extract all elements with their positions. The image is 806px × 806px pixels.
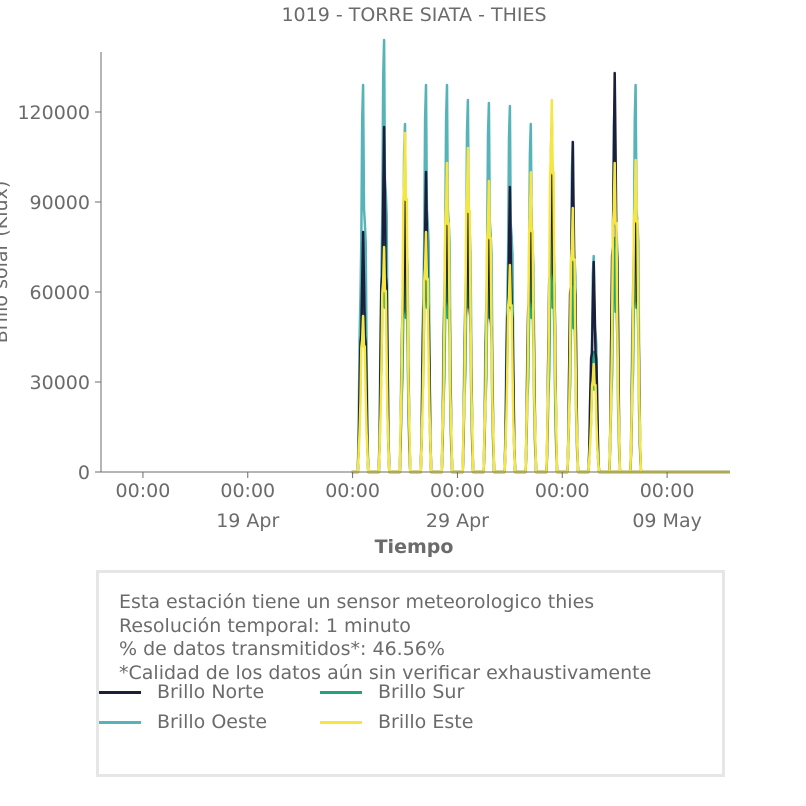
info-line-resolution: Resolución temporal: 1 minuto	[119, 614, 411, 637]
legend-swatch	[320, 720, 362, 724]
info-line-quality: *Calidad de los datos aún sin verificar …	[119, 661, 652, 684]
legend-item-brillo-este: Brillo Este	[320, 711, 473, 733]
series-line-brillo-este	[351, 98, 730, 474]
info-line-station: Esta estación tiene un sensor meteorolog…	[119, 591, 595, 613]
y-tick-label: 30000	[30, 372, 90, 394]
plot-area	[101, 38, 730, 474]
x-ticks: 00:00 00:00 19 Apr 00:00 00:00 29 Apr 00:00 00:…	[116, 472, 702, 532]
legend-item-brillo-sur: Brillo Sur	[320, 681, 464, 703]
chart: 1019 - TORRE SIATA - THIES Brillo solar …	[0, 4, 730, 558]
x-tick-label: 00:00	[640, 480, 695, 502]
x-tick-label: 00:00	[430, 480, 485, 502]
legend-label: Brillo Norte	[157, 681, 265, 703]
info-box: Esta estación tiene un sensor meteorolog…	[96, 570, 725, 777]
x-tick-label: 00:00	[325, 480, 380, 502]
legend-swatch	[99, 720, 141, 724]
x-tick-date-label: 09 May	[632, 510, 702, 532]
info-text: Esta estación tiene un sensor meteorolog…	[119, 591, 651, 685]
y-tick-label: 0	[78, 462, 90, 484]
x-axis-label: Tiempo	[375, 536, 454, 558]
y-tick-label: 90000	[30, 192, 90, 214]
x-tick-label: 00:00	[116, 480, 171, 502]
x-tick-date-label: 19 Apr	[216, 510, 279, 532]
legend-label: Brillo Este	[378, 711, 474, 733]
x-tick-label: 00:00	[535, 480, 590, 502]
legend-label: Brillo Oeste	[157, 711, 268, 733]
legend-swatch	[99, 690, 141, 694]
legend-item-brillo-norte: Brillo Norte	[99, 681, 264, 703]
x-tick-date-label: 29 Apr	[426, 510, 489, 532]
y-tick-label: 120000	[17, 102, 90, 124]
y-axis-label: Brillo solar (Klux)	[0, 181, 12, 344]
legend-item-brillo-oeste: Brillo Oeste	[99, 711, 267, 733]
legend-swatch	[320, 690, 362, 694]
info-line-percent: % de datos transmitidos*: 46.56%	[119, 638, 445, 660]
chart-title: 1019 - TORRE SIATA - THIES	[281, 4, 546, 26]
x-tick-label: 00:00	[220, 480, 275, 502]
y-ticks: 0 30000 60000 90000 120000	[17, 102, 101, 484]
legend-label: Brillo Sur	[378, 681, 465, 703]
y-tick-label: 60000	[30, 282, 90, 304]
